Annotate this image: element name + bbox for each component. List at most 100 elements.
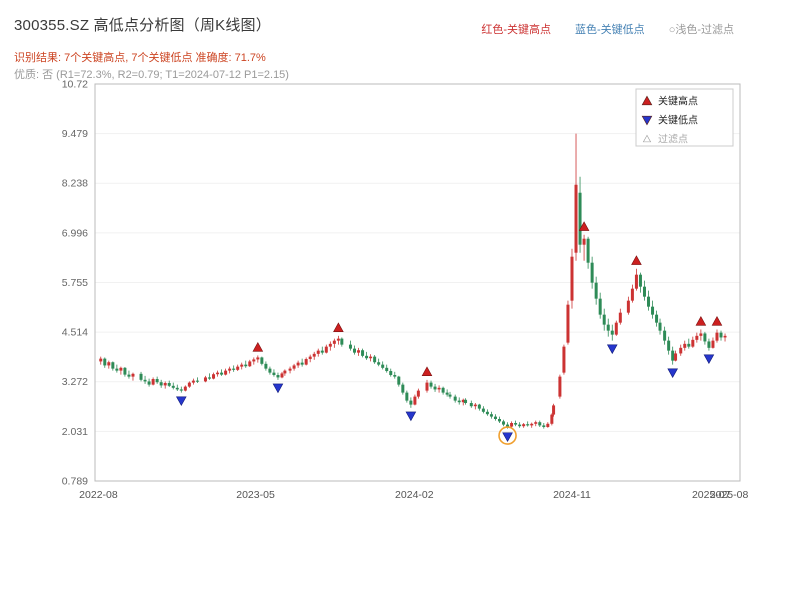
candle-body — [244, 364, 248, 367]
candle-body — [264, 363, 268, 369]
candle-body — [687, 343, 691, 347]
candle-body — [497, 418, 501, 422]
candle-body — [288, 368, 292, 371]
candle-body — [647, 296, 651, 307]
candle-body — [171, 385, 175, 388]
candle-body — [425, 382, 429, 391]
candle-body — [272, 372, 276, 376]
candle-body — [212, 374, 216, 379]
legend-marker-1 — [641, 95, 653, 106]
y-tick-label: 5.755 — [62, 277, 88, 289]
candle-body — [719, 332, 723, 338]
y-tick-label: 8.238 — [62, 178, 88, 190]
x-tick-label: 2023-05 — [236, 489, 275, 501]
candle-body — [618, 312, 622, 323]
legend-key-low-text: 蓝色-关键低点 — [575, 24, 645, 36]
candle-body — [723, 335, 727, 338]
candle-body — [328, 343, 332, 347]
key-high-marker — [578, 221, 590, 231]
candle-body — [598, 298, 602, 315]
candle-body — [292, 365, 296, 369]
candle-body — [119, 367, 123, 371]
recognition-result: 识别结果: 7个关键高点, 7个关键低点 准确度: 71.7% — [14, 52, 266, 64]
candle-body — [493, 416, 497, 419]
candle-body — [546, 423, 550, 427]
candle-body — [260, 357, 264, 364]
key-low-marker — [502, 432, 513, 443]
candle-body — [715, 332, 719, 341]
candle-body — [526, 424, 530, 426]
candle-body — [671, 350, 675, 361]
candle-body — [703, 333, 707, 342]
key-low-marker — [667, 368, 678, 379]
candle-body — [300, 362, 304, 365]
candle-body — [429, 382, 433, 387]
candle-body — [542, 425, 546, 427]
plot-legend-box — [635, 88, 734, 147]
candle-body — [638, 274, 642, 287]
candle-body — [485, 411, 489, 415]
plot-legend-label: 关键高点 — [658, 95, 698, 108]
candle-body — [711, 340, 715, 348]
legend-marker-2 — [641, 115, 653, 126]
plot-border — [94, 83, 741, 482]
candle-body — [550, 414, 554, 424]
y-tick-label: 3.272 — [62, 376, 88, 388]
candle-body — [208, 377, 212, 379]
key-high-marker — [333, 322, 344, 332]
candle-body — [232, 368, 236, 370]
candle-body — [373, 356, 377, 363]
y-tick-label: 6.996 — [62, 227, 88, 239]
key-high-marker — [421, 366, 433, 376]
candle-body — [312, 353, 316, 357]
candle-body — [127, 374, 131, 377]
x-tick-label: 2024-11 — [553, 489, 591, 501]
candle-body — [674, 353, 678, 361]
candle-body — [481, 408, 485, 412]
candle-body — [530, 423, 534, 426]
candle-body — [558, 376, 562, 397]
candle-body — [389, 371, 393, 376]
candle-body — [570, 256, 574, 301]
legend-filter-text: ○浅色-过滤点 — [668, 24, 734, 36]
candle-body — [352, 348, 356, 353]
legend-marker-3 — [642, 134, 652, 143]
key-high-marker — [711, 316, 723, 326]
candle-body — [340, 338, 344, 345]
plot-legend-label: 关键低点 — [658, 114, 698, 127]
candle-body — [276, 375, 280, 378]
candle-body — [658, 322, 662, 331]
candle-body — [626, 300, 630, 313]
candle-body — [699, 333, 703, 336]
candle-body — [348, 344, 352, 349]
candle-body — [369, 356, 373, 359]
key-low-marker — [272, 383, 284, 394]
candle-body — [582, 238, 586, 245]
x-tick-label: 2025-07 — [692, 489, 731, 501]
candle-body — [562, 346, 566, 373]
candle-body — [448, 394, 452, 397]
candle-body — [469, 403, 473, 407]
candle-body — [405, 392, 409, 401]
candle-body — [522, 424, 526, 427]
candle-body — [381, 364, 385, 368]
candle-body — [457, 400, 461, 403]
candle-body — [502, 421, 506, 425]
candle-body — [256, 357, 260, 360]
candle-body — [99, 358, 103, 362]
candle-body — [179, 389, 183, 391]
candle-body — [332, 340, 336, 344]
candle-body — [228, 368, 232, 371]
candle-body — [518, 424, 522, 427]
candle-body — [308, 356, 312, 360]
candle-body — [614, 322, 618, 335]
candle-body — [393, 375, 397, 377]
candle-body — [416, 390, 420, 397]
candle-body — [590, 262, 594, 283]
page-title: 300355.SZ 高低点分析图（周K线图） — [14, 17, 271, 34]
candle-body — [578, 192, 582, 245]
candle-body — [566, 304, 570, 343]
candle-body — [473, 404, 477, 407]
